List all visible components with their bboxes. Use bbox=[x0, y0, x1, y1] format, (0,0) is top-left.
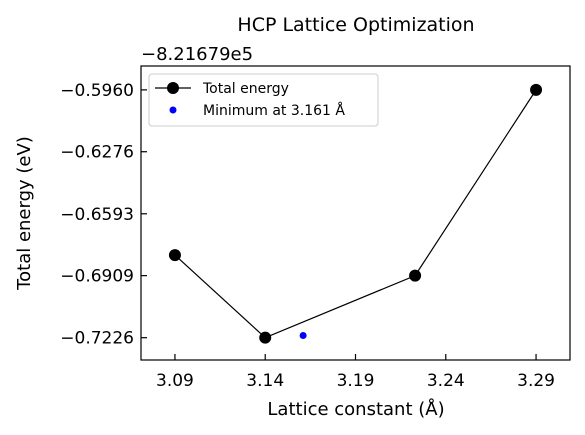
legend-label-total-energy: Total energy bbox=[202, 81, 289, 97]
total-energy-line bbox=[174, 89, 537, 339]
total-energy-point bbox=[168, 249, 181, 262]
x-axis-label: Lattice constant (Å) bbox=[267, 398, 444, 420]
y-axis: −0.5960 −0.6276 −0.6593 −0.6909 −0.7226 bbox=[60, 81, 147, 349]
x-tick-label: 3.29 bbox=[517, 371, 555, 391]
x-tick-label: 3.24 bbox=[427, 371, 465, 391]
legend-marker-minimum bbox=[169, 106, 177, 114]
total-energy-point bbox=[259, 331, 272, 344]
legend-label-minimum: Minimum at 3.161 Å bbox=[203, 102, 345, 119]
y-tick-label: −0.6909 bbox=[60, 267, 134, 287]
y-tick-label: −0.6276 bbox=[60, 143, 134, 163]
y-tick-label: −0.6593 bbox=[60, 205, 134, 225]
y-offset-label: −8.21679e5 bbox=[141, 44, 253, 65]
y-axis-label: Total energy (eV) bbox=[14, 136, 35, 291]
x-tick-label: 3.19 bbox=[337, 371, 375, 391]
y-tick-label: −0.5960 bbox=[60, 81, 134, 101]
legend-box bbox=[148, 73, 379, 127]
series-layer bbox=[168, 83, 543, 344]
legend: Total energy Minimum at 3.161 Å bbox=[148, 73, 379, 127]
chart-title: HCP Lattice Optimization bbox=[237, 14, 474, 36]
legend-marker-total-energy bbox=[167, 82, 179, 94]
total-energy-point bbox=[530, 83, 543, 96]
x-axis: 3.09 3.14 3.19 3.24 3.29 bbox=[156, 354, 555, 391]
total-energy-point bbox=[409, 269, 422, 282]
minimum-point bbox=[299, 332, 307, 340]
x-tick-label: 3.14 bbox=[246, 371, 284, 391]
x-tick-label: 3.09 bbox=[156, 371, 194, 391]
y-tick-label: −0.7226 bbox=[60, 329, 134, 349]
